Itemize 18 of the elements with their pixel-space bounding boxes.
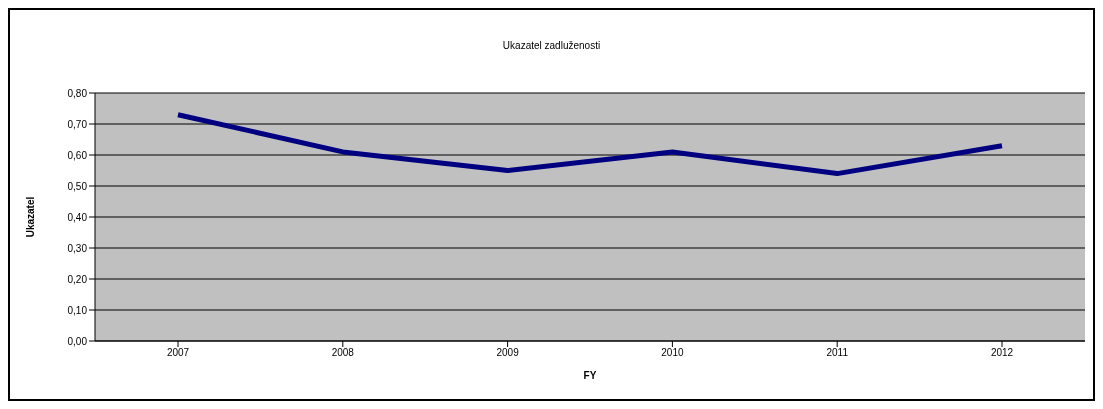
y-tick-label: 0,00 bbox=[67, 335, 88, 347]
chart-title: Ukazatel zadluženosti bbox=[501, 40, 602, 51]
x-axis-title: FY bbox=[583, 370, 597, 381]
x-tick-label: 2010 bbox=[661, 347, 684, 359]
y-tick-label: 0,20 bbox=[67, 273, 88, 285]
x-tick-label: 2011 bbox=[826, 347, 849, 359]
y-tick-label: 0,40 bbox=[67, 211, 88, 223]
x-tick-label: 2009 bbox=[496, 347, 520, 359]
x-tick-label: 2008 bbox=[331, 347, 355, 359]
y-tick-label: 0,10 bbox=[67, 304, 88, 316]
y-tick-label: 0,30 bbox=[67, 242, 88, 254]
y-tick-label: 0,60 bbox=[67, 149, 88, 161]
y-tick-label: 0,70 bbox=[67, 118, 88, 130]
x-tick-label: 2012 bbox=[990, 347, 1014, 359]
y-axis-title: Ukazatel bbox=[24, 196, 36, 238]
x-tick-label: 2007 bbox=[166, 347, 190, 359]
y-tick-label: 0,80 bbox=[67, 87, 88, 99]
y-tick-label: 0,50 bbox=[67, 180, 88, 192]
